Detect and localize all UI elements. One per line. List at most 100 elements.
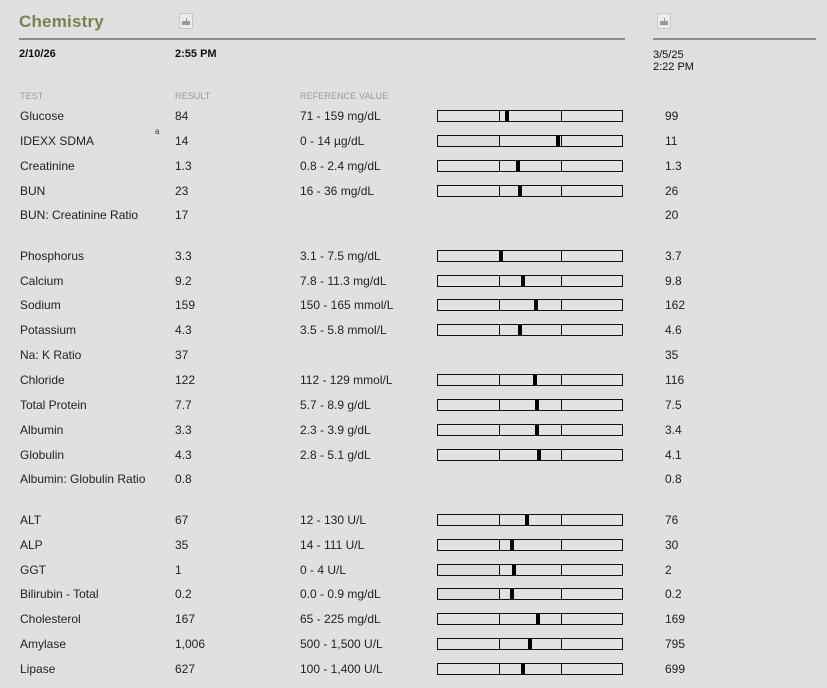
previous-result-value: 4.6 — [665, 323, 682, 337]
test-name: Potassium — [20, 323, 77, 337]
test-name: ALP — [20, 538, 43, 552]
range-bar-low-segment — [438, 515, 499, 525]
result-marker — [521, 664, 525, 674]
range-bar — [437, 160, 623, 172]
range-bar-low-segment — [438, 276, 499, 286]
result-value: 4.3 — [175, 323, 192, 337]
test-name: Chloride — [20, 373, 65, 387]
footnote-marker[interactable]: a — [155, 127, 160, 136]
previous-result-value: 76 — [665, 513, 679, 527]
range-bar — [437, 135, 623, 147]
test-name: Creatinine — [20, 159, 75, 173]
range-bar-low-segment — [438, 540, 499, 550]
range-bar — [437, 449, 623, 461]
range-bar-upper-limit — [561, 400, 562, 410]
range-bar — [437, 663, 623, 675]
range-bar-upper-limit — [561, 161, 562, 171]
range-bar-low-segment — [438, 565, 499, 575]
result-value: 17 — [175, 208, 189, 222]
reference-range: 2.3 - 3.9 g/dL — [300, 423, 371, 437]
range-bar-upper-limit — [561, 375, 562, 385]
result-value: 1,006 — [175, 637, 206, 651]
print-icon[interactable] — [179, 13, 193, 29]
previous-result-value: 35 — [665, 348, 679, 362]
column-header-reference: REFERENCE VALUE — [300, 91, 389, 101]
column-header-result: RESULT — [175, 91, 211, 101]
result-marker — [520, 276, 525, 286]
previous-result-value: 4.1 — [665, 448, 682, 462]
range-bar — [437, 564, 623, 576]
result-value: 84 — [175, 109, 189, 123]
result-value: 23 — [175, 184, 189, 198]
range-bar-lower-limit — [499, 400, 500, 410]
result-marker — [510, 540, 515, 550]
range-bar — [437, 399, 623, 411]
range-bar-upper-limit — [561, 300, 562, 310]
result-value: 67 — [175, 513, 189, 527]
result-marker — [518, 186, 523, 196]
range-bar-low-segment — [438, 450, 499, 460]
result-value: 3.3 — [175, 423, 192, 437]
range-bar-upper-limit — [561, 614, 562, 624]
result-marker — [518, 325, 523, 335]
range-bar-lower-limit — [499, 186, 500, 196]
result-marker — [534, 400, 539, 410]
result-marker — [505, 111, 510, 121]
result-marker — [533, 300, 538, 310]
previous-result-value: 699 — [665, 662, 686, 676]
previous-result-value: 169 — [665, 612, 686, 626]
range-bar — [437, 613, 623, 625]
result-marker — [534, 425, 539, 435]
range-bar-upper-limit — [561, 425, 562, 435]
result-value: 1.3 — [175, 159, 192, 173]
reference-range: 0.8 - 2.4 mg/dL — [300, 159, 381, 173]
range-bar-lower-limit — [499, 515, 500, 525]
range-bar-low-segment — [438, 136, 499, 146]
test-name: Sodium — [20, 298, 61, 312]
result-value: 627 — [175, 662, 196, 676]
current-time: 2:55 PM — [175, 48, 217, 60]
result-value: 7.7 — [175, 398, 192, 412]
print-icon-tray — [182, 21, 190, 25]
print-icon-tray — [660, 21, 668, 25]
reference-range: 7.8 - 11.3 mg/dL — [300, 274, 387, 288]
result-marker — [498, 251, 503, 261]
reference-range: 2.8 - 5.1 g/dL — [300, 448, 371, 462]
range-bar-low-segment — [438, 186, 499, 196]
previous-result-value: 3.7 — [665, 249, 682, 263]
range-bar-low-segment — [438, 111, 499, 121]
range-bar-lower-limit — [499, 639, 500, 649]
range-bar-low-segment — [438, 325, 499, 335]
range-bar-upper-limit — [561, 276, 562, 286]
result-marker — [510, 589, 515, 599]
reference-range: 112 - 129 mmol/L — [300, 373, 393, 387]
range-bar-lower-limit — [499, 325, 500, 335]
range-bar-low-segment — [438, 425, 499, 435]
range-bar-low-segment — [438, 614, 499, 624]
print-icon-previous[interactable] — [657, 13, 671, 29]
previous-result-value: 116 — [665, 373, 685, 387]
previous-date: 3/5/25 — [653, 49, 684, 61]
result-value: 0.8 — [175, 472, 192, 486]
test-name: Glucose — [20, 109, 65, 123]
column-header-test: TEST — [20, 91, 44, 101]
test-name: Total Protein — [20, 398, 87, 412]
test-name: Amylase — [20, 637, 67, 651]
range-bar — [437, 299, 623, 311]
range-bar — [437, 275, 623, 287]
range-bar-low-segment — [438, 161, 499, 171]
test-name: Albumin: Globulin Ratio — [20, 472, 146, 486]
result-value: 1 — [175, 563, 182, 577]
result-marker — [536, 450, 541, 460]
range-bar-lower-limit — [499, 425, 500, 435]
range-bar-low-segment — [438, 300, 499, 310]
test-name: Phosphorus — [20, 249, 85, 263]
result-value: 159 — [175, 298, 196, 312]
range-bar-lower-limit — [499, 161, 500, 171]
range-bar-lower-limit — [499, 136, 500, 146]
result-value: 122 — [175, 373, 196, 387]
test-name: Globulin — [20, 448, 65, 462]
range-bar — [437, 588, 623, 600]
print-icon-leaf — [186, 18, 187, 23]
result-marker — [555, 136, 560, 146]
